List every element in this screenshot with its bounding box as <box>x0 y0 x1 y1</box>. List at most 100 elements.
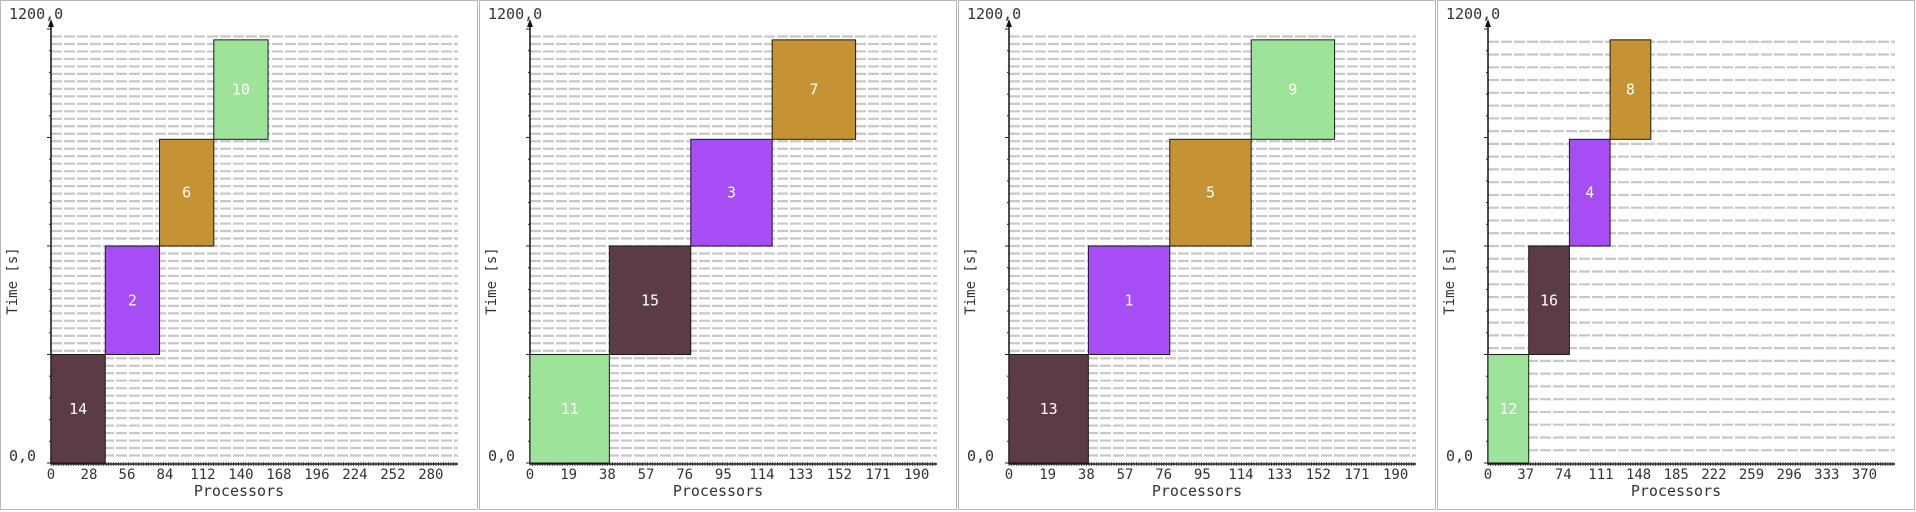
x-tick-label: 74 <box>1555 467 1572 483</box>
y-min-label: 0,0 <box>1446 447 1474 465</box>
x-tick-label: 76 <box>676 467 693 483</box>
task-rect <box>213 39 269 140</box>
x-tick-label: 112 <box>190 467 215 483</box>
task-rect <box>771 39 857 140</box>
x-tick-label: 76 <box>1155 467 1172 483</box>
x-tick-label: 133 <box>788 467 813 483</box>
task-rect <box>690 138 773 247</box>
x-tick-label: 171 <box>1344 467 1369 483</box>
y-axis-arrow <box>1485 19 1491 27</box>
x-axis-title: Processors <box>1151 482 1243 500</box>
y-axis-title: Time [s] <box>1442 247 1458 315</box>
task-rect <box>1528 245 1570 355</box>
y-minor-ticks <box>1484 28 1488 464</box>
y-axis-arrow <box>48 19 54 27</box>
chart-panel-2: 0 19 38 57 76 95 114 133 152 171 190 11 15 3 7 1200,0 … <box>479 0 957 510</box>
x-tick-label: 0 <box>47 467 55 483</box>
task-block-2: 2 <box>104 245 161 355</box>
x-tick-label: 185 <box>1664 467 1689 483</box>
y-axis-title: Time [s] <box>963 247 979 315</box>
task-block-14: 14 <box>50 354 106 464</box>
x-tick-label: 280 <box>418 467 443 483</box>
x-tick-label: 224 <box>342 467 367 483</box>
x-minor-ticks <box>50 462 457 466</box>
x-tick-label: 0 <box>1005 467 1013 483</box>
x-tick-label: 19 <box>1039 467 1056 483</box>
y-max-label: 1200,0 <box>488 5 543 23</box>
task-rect <box>1487 354 1530 464</box>
chart-panel-3: 0 19 38 57 76 95 114 133 152 171 190 13 1 5 9 1200,0 0… <box>958 0 1436 510</box>
y-axis-arrow <box>527 19 533 27</box>
task-rect <box>1087 245 1171 355</box>
task-rect <box>1008 354 1089 464</box>
x-tick-label: 168 <box>266 467 291 483</box>
y-minor-ticks <box>47 28 51 464</box>
x-tick-label: 190 <box>1383 467 1408 483</box>
x-tick-label: 252 <box>380 467 405 483</box>
task-rect <box>1169 138 1252 247</box>
y-max-label: 1200,0 <box>9 5 64 23</box>
x-tick-label: 114 <box>749 467 774 483</box>
x-tick-label: 95 <box>1194 467 1211 483</box>
y-max-label: 1200,0 <box>967 5 1022 23</box>
task-label: 14 <box>69 400 87 418</box>
task-block-10: 10 <box>213 39 269 140</box>
x-tick-label: 0 <box>526 467 534 483</box>
x-tick-label: 114 <box>1228 467 1253 483</box>
x-tick-label: 133 <box>1267 467 1292 483</box>
x-tick-label: 171 <box>865 467 890 483</box>
task-block-3: 3 <box>690 138 773 247</box>
x-tick-label: 111 <box>1588 467 1613 483</box>
task-block-16: 16 <box>1528 245 1570 355</box>
y-axis-title: Time [s] <box>484 247 500 315</box>
task-label: 9 <box>1288 81 1297 99</box>
x-axis-title: Processors <box>1630 482 1722 500</box>
x-tick-label: 190 <box>904 467 929 483</box>
task-block-7: 7 <box>771 39 857 140</box>
task-label: 16 <box>1540 291 1558 309</box>
task-block-8: 8 <box>1609 39 1652 140</box>
y-axis-title: Time [s] <box>5 247 21 315</box>
x-tick-label: 38 <box>1078 467 1095 483</box>
task-rect <box>1568 138 1611 247</box>
task-label: 4 <box>1585 184 1594 202</box>
task-label: 2 <box>128 291 137 309</box>
y-axis-arrow <box>1006 19 1012 27</box>
task-block-9: 9 <box>1250 39 1336 140</box>
task-rect <box>159 138 215 247</box>
x-axis-title: Processors <box>193 482 285 500</box>
x-tick-label: 152 <box>827 467 852 483</box>
chart-plot-4: 0 37 74 111 148 185 222 259 296 333 370 12 16 4 8 <box>1484 19 1895 483</box>
x-tick-label: 95 <box>715 467 732 483</box>
task-rect <box>104 245 161 355</box>
task-label: 13 <box>1040 400 1058 418</box>
task-label: 3 <box>727 184 736 202</box>
x-tick-label: 38 <box>599 467 616 483</box>
y-minor-ticks <box>1005 28 1009 464</box>
y-min-label: 0,0 <box>9 447 37 465</box>
task-block-4: 4 <box>1568 138 1611 247</box>
x-tick-label: 333 <box>1814 467 1839 483</box>
x-tick-label: 222 <box>1701 467 1726 483</box>
x-tick-label: 148 <box>1626 467 1651 483</box>
x-tick-label: 37 <box>1517 467 1534 483</box>
y-min-label: 0,0 <box>488 447 516 465</box>
task-label: 15 <box>641 291 659 309</box>
y-minor-ticks <box>526 28 530 464</box>
task-label: 8 <box>1626 81 1635 99</box>
task-label: 10 <box>232 81 250 99</box>
x-tick-label: 57 <box>1117 467 1134 483</box>
task-label: 11 <box>561 400 579 418</box>
x-tick-label: 196 <box>304 467 329 483</box>
chart-plot-2: 0 19 38 57 76 95 114 133 152 171 190 11 15 3 7 <box>526 19 937 483</box>
task-block-6: 6 <box>159 138 215 247</box>
x-tick-label: 57 <box>638 467 655 483</box>
task-block-5: 5 <box>1169 138 1252 247</box>
task-rect <box>1609 39 1652 140</box>
task-rect <box>608 245 692 355</box>
x-tick-label: 259 <box>1739 467 1764 483</box>
task-block-13: 13 <box>1008 354 1089 464</box>
x-tick-label: 84 <box>157 467 174 483</box>
task-label: 5 <box>1206 184 1215 202</box>
